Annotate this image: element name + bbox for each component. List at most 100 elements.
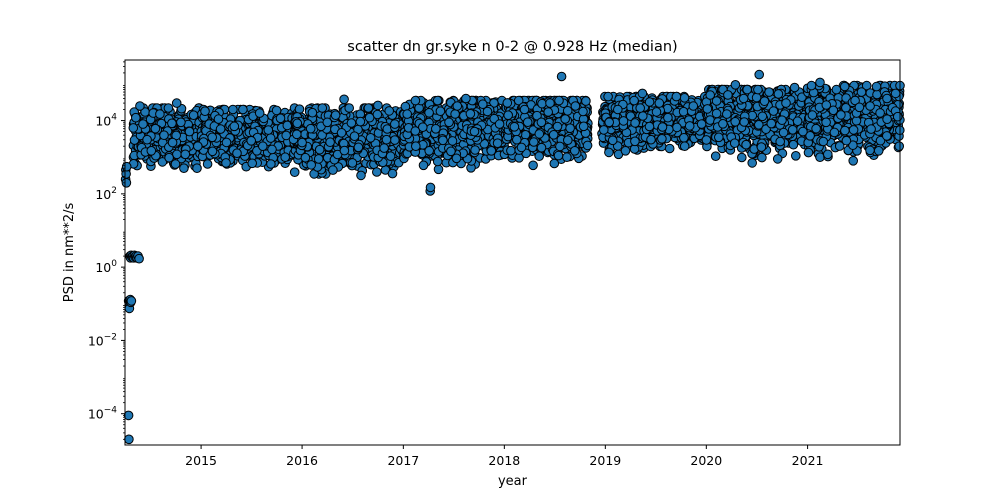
- data-point: [292, 118, 303, 129]
- data-point: [157, 157, 168, 167]
- data-point: [363, 103, 374, 113]
- data-point: [778, 127, 789, 138]
- data-point: [657, 134, 667, 144]
- data-point: [379, 143, 389, 153]
- data-point: [432, 95, 443, 106]
- data-point: [179, 163, 189, 173]
- data-point: [578, 106, 588, 117]
- data-point: [465, 109, 476, 119]
- data-point: [384, 106, 395, 116]
- data-point: [741, 139, 751, 150]
- data-point: [150, 123, 161, 134]
- data-point: [710, 151, 721, 161]
- data-point: [128, 123, 139, 133]
- data-point: [289, 167, 300, 177]
- data-point: [390, 135, 400, 145]
- data-point: [155, 109, 165, 119]
- data-point: [679, 93, 690, 103]
- data-point: [123, 410, 134, 421]
- data-point: [555, 141, 565, 152]
- data-point: [307, 107, 318, 118]
- data-point: [644, 97, 655, 107]
- data-point: [138, 119, 148, 129]
- data-point: [314, 144, 325, 155]
- data-point: [702, 104, 713, 114]
- data-point: [232, 148, 242, 158]
- data-point: [766, 118, 777, 129]
- data-point: [336, 128, 347, 138]
- data-point: [159, 130, 169, 140]
- data-point: [506, 145, 516, 156]
- data-point: [818, 136, 829, 147]
- data-point: [522, 117, 533, 127]
- data-point: [854, 102, 865, 113]
- data-point: [124, 434, 134, 445]
- data-point: [757, 111, 768, 122]
- data-point: [705, 115, 715, 125]
- data-point: [292, 129, 302, 140]
- data-point: [306, 160, 317, 170]
- data-point: [882, 131, 892, 141]
- data-point: [773, 89, 784, 99]
- data-point: [821, 117, 831, 128]
- data-point: [424, 146, 435, 156]
- data-point: [349, 131, 360, 141]
- data-point: [756, 142, 767, 152]
- data-point: [258, 141, 268, 151]
- data-point: [247, 158, 257, 169]
- data-point: [775, 136, 786, 147]
- data-point: [630, 136, 640, 147]
- data-point: [536, 142, 547, 153]
- data-point: [339, 145, 350, 156]
- data-point: [424, 108, 434, 118]
- data-point: [821, 100, 832, 110]
- data-point: [135, 101, 145, 111]
- data-point: [811, 123, 821, 134]
- data-point: [638, 111, 648, 121]
- data-point: [807, 110, 818, 120]
- data-point: [599, 125, 609, 135]
- data-point: [618, 116, 629, 126]
- data-point: [892, 111, 903, 122]
- data-point: [788, 139, 799, 150]
- data-point: [553, 150, 564, 161]
- data-point: [446, 146, 456, 157]
- data-point: [516, 142, 527, 153]
- data-point: [562, 106, 573, 116]
- data-point: [787, 125, 798, 135]
- data-point: [684, 121, 695, 131]
- data-point: [355, 116, 366, 127]
- data-point: [711, 108, 722, 119]
- data-point: [410, 126, 421, 136]
- data-point: [300, 152, 311, 163]
- data-point: [560, 114, 571, 124]
- data-point: [836, 110, 846, 120]
- data-point: [353, 142, 364, 153]
- data-point: [604, 147, 614, 158]
- data-point: [447, 136, 458, 146]
- data-point: [848, 125, 859, 135]
- data-point: [537, 98, 547, 109]
- data-point: [570, 146, 580, 156]
- data-point: [167, 137, 178, 148]
- data-point: [607, 135, 618, 146]
- data-point: [275, 113, 286, 124]
- data-point: [679, 133, 689, 143]
- data-point: [829, 127, 840, 138]
- data-point: [777, 115, 787, 125]
- data-point: [581, 96, 591, 106]
- data-point: [215, 124, 226, 134]
- data-point: [630, 118, 640, 128]
- data-point: [470, 145, 480, 155]
- data-point: [163, 103, 174, 113]
- data-point: [432, 156, 443, 167]
- data-point: [866, 124, 876, 134]
- data-point: [549, 158, 560, 169]
- data-point: [739, 117, 750, 127]
- data-point: [543, 107, 554, 117]
- data-point: [723, 90, 733, 100]
- data-point: [791, 151, 801, 161]
- data-point: [672, 122, 682, 133]
